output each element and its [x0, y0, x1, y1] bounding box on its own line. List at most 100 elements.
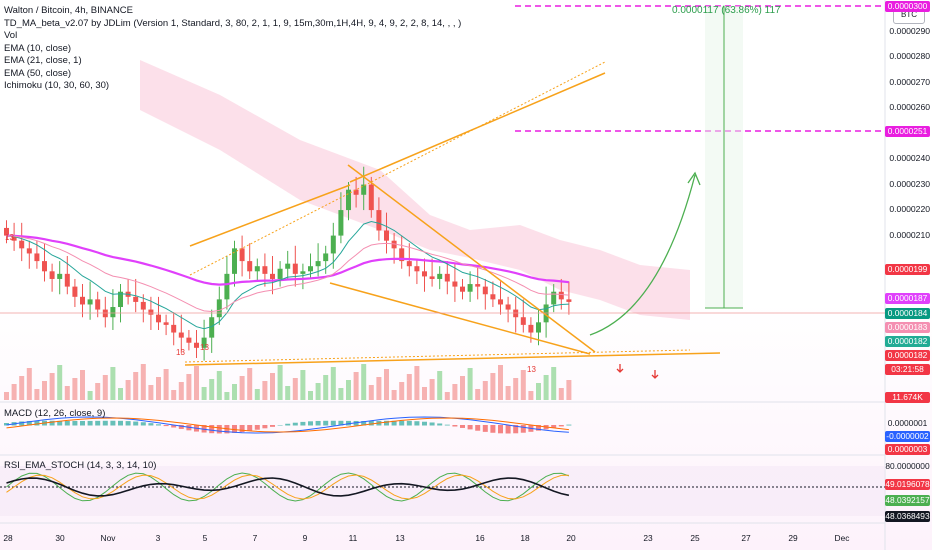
volume-bar [361, 364, 367, 400]
candle [406, 261, 412, 267]
volume-bar [148, 385, 154, 400]
measurement-label: 0.0000117 (63.86%) 117 [672, 5, 781, 16]
volume-bar [558, 388, 564, 400]
volume-bar [391, 390, 397, 400]
td-count-label: 13 [527, 365, 536, 374]
price-tag: 03:21:58 [885, 364, 930, 375]
macd-histogram-bar [330, 420, 336, 426]
macd-histogram-bar [254, 425, 260, 430]
candle [399, 248, 405, 262]
volume-bar [338, 388, 344, 400]
candle [452, 281, 458, 287]
macd-histogram-bar [26, 421, 32, 426]
candle [118, 291, 123, 308]
candle [186, 337, 192, 343]
macd-histogram-bar [422, 421, 427, 426]
candle [133, 296, 139, 302]
macd-histogram-bar [460, 425, 465, 428]
macd-histogram-bar [437, 423, 443, 426]
volume-bar [171, 390, 177, 400]
macd-histogram-bar [163, 425, 169, 427]
candle [551, 291, 557, 305]
macd-histogram-bar [482, 425, 488, 432]
candle [437, 273, 443, 279]
price-tag: 0.0000182 [885, 350, 930, 361]
legend-ichimoku: Ichimoku (10, 30, 60, 30) [4, 80, 110, 91]
candle [140, 301, 146, 310]
candle [414, 266, 420, 272]
wedge-upper-line [347, 164, 596, 353]
volume-bar [110, 367, 116, 400]
time-tick-label: 30 [55, 533, 65, 543]
volume-bar [4, 392, 9, 400]
macd-histogram-bar [118, 420, 123, 426]
macd-histogram-bar [558, 425, 564, 427]
candle [87, 299, 93, 305]
macd-histogram-bar [566, 424, 572, 426]
volume-bar [467, 368, 473, 400]
rsi-stoch-d [6, 474, 569, 500]
volume-bar [444, 392, 450, 400]
volume-bar [300, 370, 306, 400]
projection-arrow [589, 174, 696, 336]
volume-bar [57, 365, 63, 400]
candle [201, 337, 207, 348]
macd-histogram-bar [399, 420, 405, 426]
volume-bar [178, 382, 184, 400]
candle [95, 299, 101, 310]
volume-bar [292, 378, 298, 400]
volume-bar [566, 380, 572, 400]
macd-histogram-bar [239, 425, 245, 433]
time-tick-label: 29 [788, 533, 798, 543]
volume-bar [520, 370, 526, 400]
macd-histogram-bar [87, 420, 93, 426]
time-tick-label: 27 [741, 533, 751, 543]
volume-bar [232, 384, 237, 400]
macd-histogram-bar [178, 425, 184, 429]
candle [64, 273, 70, 287]
time-tick-label: 23 [643, 533, 653, 543]
volume-bar [49, 373, 55, 400]
candle [490, 294, 496, 300]
candle [194, 342, 199, 348]
candle [460, 286, 465, 292]
ema-21-line [6, 235, 569, 313]
candle [239, 248, 245, 262]
wedge-lower-line [329, 282, 591, 355]
volume-bar [330, 367, 336, 400]
time-tick-label: 18 [520, 533, 530, 543]
macd-histogram-bar [513, 425, 519, 434]
volume-bar [156, 377, 161, 400]
macd-histogram-bar [80, 420, 85, 426]
volume-bar [42, 381, 47, 400]
macd-histogram-bar [361, 420, 367, 426]
candle [19, 240, 25, 249]
macd-histogram-bar [368, 420, 374, 426]
time-tick-label: Dec [834, 533, 850, 543]
candle [270, 273, 275, 279]
volume-bar [247, 368, 253, 400]
macd-histogram-bar [353, 420, 359, 426]
volume-bar [528, 391, 534, 400]
macd-histogram-bar [467, 425, 473, 430]
rsi-label: RSI_EMA_STOCH (14, 3, 3, 14, 10) [4, 460, 157, 471]
candle [216, 299, 222, 318]
rsi-band [0, 466, 885, 516]
volume-bar [285, 386, 291, 400]
time-tick-label: 9 [302, 533, 308, 543]
volume-bar [239, 376, 245, 400]
macd-histogram-bar [384, 420, 389, 426]
volume-bar [452, 384, 458, 400]
volume-bar [482, 381, 488, 400]
upper-channel-line-ext [349, 72, 606, 183]
volume-bar [216, 371, 222, 400]
price-tag: 0.0000199 [885, 264, 930, 275]
macd-histogram-bar [346, 420, 351, 426]
macd-histogram-bar [475, 425, 481, 431]
candle [148, 309, 154, 315]
support-line [184, 352, 721, 366]
price-tick-label: 0.0000230 [889, 178, 930, 189]
macd-histogram-bar [102, 420, 108, 426]
candle [391, 240, 397, 249]
